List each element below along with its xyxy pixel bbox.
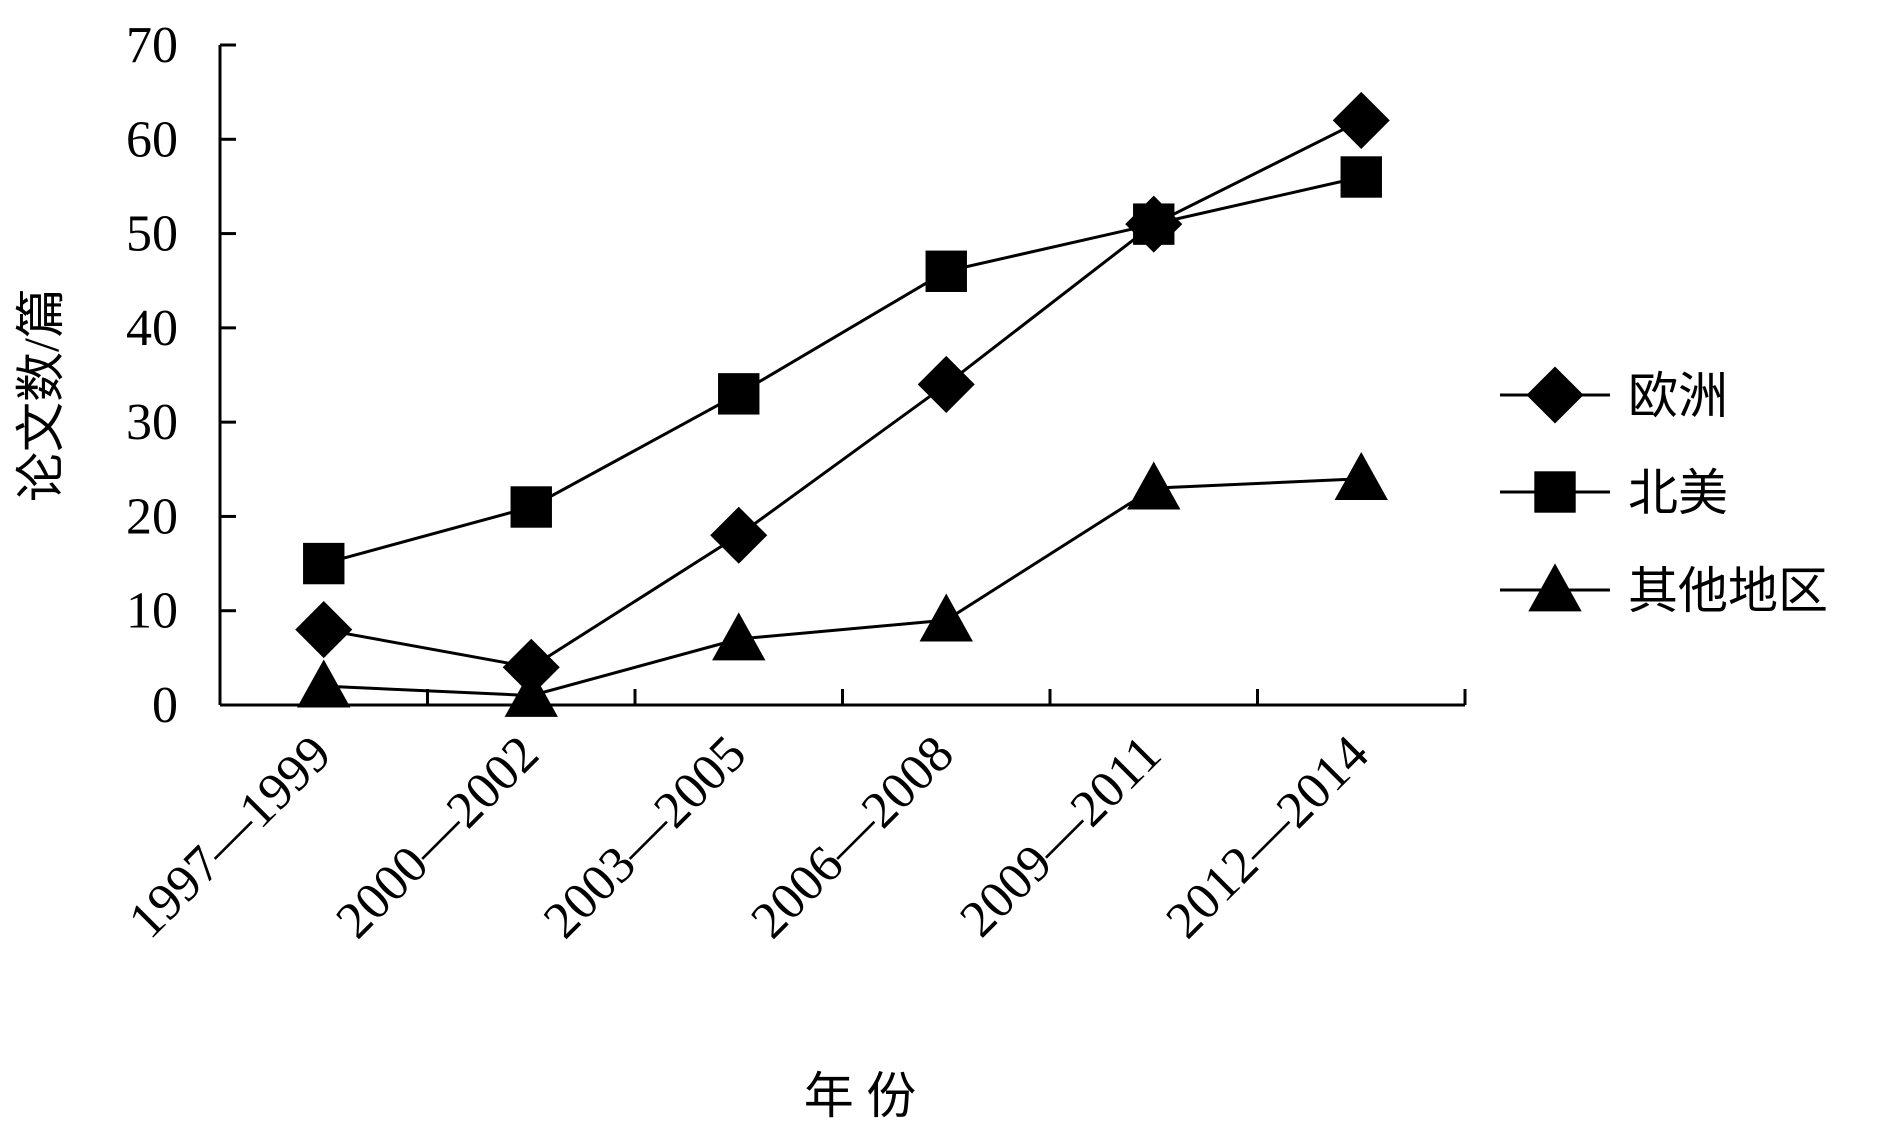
series-triangle xyxy=(297,452,1388,717)
series-diamond xyxy=(295,91,1390,696)
legend-item: 北美 xyxy=(1500,465,1728,521)
legend-marker-diamond xyxy=(1526,366,1584,424)
data-point-diamond xyxy=(917,355,975,413)
x-tick-label: 2003—2005 xyxy=(533,725,757,949)
y-tick-label: 50 xyxy=(126,206,178,263)
series-line xyxy=(323,477,1362,698)
y-tick-label: 70 xyxy=(126,17,178,74)
y-tick-label: 40 xyxy=(126,300,178,357)
data-point-triangle xyxy=(297,659,351,708)
data-point-triangle xyxy=(919,593,973,642)
data-point-diamond xyxy=(295,601,353,659)
data-point-diamond xyxy=(1332,91,1390,149)
x-tick-label: 2009—2011 xyxy=(949,725,1172,948)
legend-item: 欧洲 xyxy=(1500,366,1728,424)
data-point-square xyxy=(303,542,345,585)
series-square xyxy=(303,156,1382,585)
x-tick-label: 2006—2008 xyxy=(741,725,965,949)
data-point-triangle xyxy=(712,612,766,661)
series-line xyxy=(323,119,1362,669)
series-layer xyxy=(295,91,1390,717)
y-axis-title: 论文数/篇 xyxy=(13,288,69,502)
y-tick-label: 20 xyxy=(126,488,178,545)
data-point-square xyxy=(718,373,760,415)
x-tick-label: 2000—2002 xyxy=(326,725,550,949)
data-point-triangle xyxy=(1127,461,1181,510)
data-point-triangle xyxy=(504,668,558,717)
series-line xyxy=(323,175,1362,566)
y-tick-label: 30 xyxy=(126,394,178,451)
legend-label: 其他地区 xyxy=(1628,563,1828,619)
legend-marker-triangle xyxy=(1528,563,1582,612)
data-point-square xyxy=(1133,203,1175,245)
data-point-square xyxy=(1340,156,1382,198)
data-point-square xyxy=(925,250,967,292)
y-tick-label: 60 xyxy=(126,111,178,168)
x-axis-title: 年 份 xyxy=(804,1068,917,1124)
legend-marker-square xyxy=(1534,471,1576,513)
y-axis: 0 10 20 30 40 50 60 70 xyxy=(126,17,236,734)
data-point-square xyxy=(510,486,552,528)
x-tick-label: 1997—1999 xyxy=(118,725,342,949)
x-axis: 1997—19992000—20022003—20052006—20082009… xyxy=(118,689,1467,949)
x-tick-label: 2012—2014 xyxy=(1156,725,1380,949)
data-point-triangle xyxy=(1334,452,1388,501)
y-tick-label: 0 xyxy=(152,677,178,734)
data-point-diamond xyxy=(502,638,560,696)
legend-item: 其他地区 xyxy=(1500,563,1828,619)
data-point-diamond xyxy=(710,506,768,564)
legend-label: 北美 xyxy=(1628,465,1728,521)
y-tick-label: 10 xyxy=(126,583,178,640)
legend-label: 欧洲 xyxy=(1628,368,1728,424)
